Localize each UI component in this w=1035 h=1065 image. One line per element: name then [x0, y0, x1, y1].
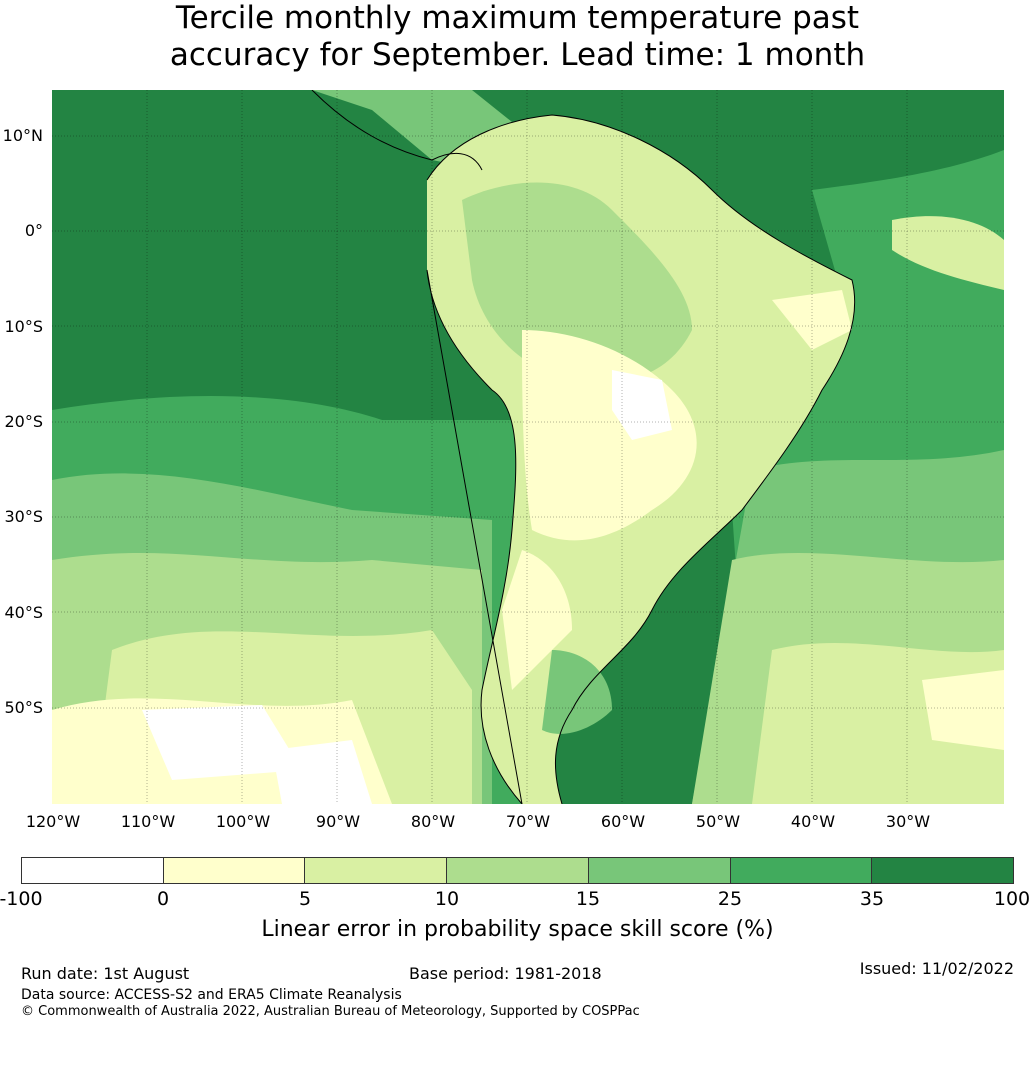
lon-label-110w: 110°W [120, 812, 176, 831]
lat-label-20s: 20°S [4, 412, 43, 431]
colorbar [21, 857, 1014, 884]
south-pacific-low-skill-patch-2 [272, 740, 372, 804]
lat-label-10s: 10°S [4, 317, 43, 336]
lat-label-40s: 40°S [4, 603, 43, 622]
lon-label-90w: 90°W [315, 812, 361, 831]
title-line-1: Tercile monthly maximum temperature past [175, 0, 860, 36]
lon-label-50w: 50°W [695, 812, 741, 831]
colorbar-segment [872, 858, 1014, 883]
lon-label-80w: 80°W [410, 812, 456, 831]
graticule [52, 90, 1004, 804]
equatorial-atlantic-patch [892, 216, 1004, 290]
colorbar-tick: 35 [859, 888, 885, 910]
skill-score-map [52, 90, 1004, 804]
south-atlantic-band-5 [922, 670, 1004, 750]
argentina-low-skill [502, 550, 572, 690]
colorbar-tick: 5 [298, 888, 312, 910]
brazil-lowest-skill-patch [612, 370, 672, 440]
issued-date: Issued: 11/02/2022 [859, 959, 1014, 978]
lon-label-30w: 30°W [885, 812, 931, 831]
base-period: Base period: 1981-2018 [409, 964, 602, 983]
amazon-band-15 [462, 182, 692, 383]
colorbar-tick: 100 [993, 888, 1031, 910]
central-america-coastline [311, 90, 483, 171]
coastline [426, 114, 856, 804]
colorbar-segment [730, 858, 873, 883]
colorbar-tick: 10 [434, 888, 460, 910]
colorbar-tick: 15 [575, 888, 601, 910]
colorbar-tick: -100 [0, 888, 43, 910]
chart-title: Tercile monthly maximum temperature past… [0, 0, 1035, 74]
data-source: Data source: ACCESS-S2 and ERA5 Climate … [21, 987, 402, 1003]
lat-label-50s: 50°S [4, 698, 43, 717]
colorbar-segment [163, 858, 306, 883]
patagonia-band-25 [542, 650, 612, 734]
lat-label-0: 0° [24, 221, 43, 240]
colorbar-tick: 0 [156, 888, 170, 910]
colorbar-segment [22, 858, 164, 883]
lon-label-120w: 120°W [25, 812, 81, 831]
lon-label-100w: 100°W [215, 812, 271, 831]
lat-label-10n: 10°N [2, 126, 43, 145]
colorbar-segment [305, 858, 448, 883]
copyright-notice: © Commonwealth of Australia 2022, Austra… [21, 1004, 640, 1019]
lon-label-40w: 40°W [790, 812, 836, 831]
title-line-2: accuracy for September. Lead time: 1 mon… [169, 37, 866, 73]
lon-label-70w: 70°W [505, 812, 551, 831]
map-canvas [52, 90, 1004, 804]
lat-label-30s: 30°S [4, 507, 43, 526]
south-pacific-low-skill-patch [142, 705, 302, 780]
run-date: Run date: 1st August [21, 964, 190, 983]
colorbar-segment [588, 858, 731, 883]
colorbar-label: Linear error in probability space skill … [261, 917, 774, 942]
colorbar-tick: 25 [717, 888, 743, 910]
east-brazil-patch [772, 290, 852, 350]
colorbar-segment [447, 858, 589, 883]
lon-label-60w: 60°W [600, 812, 646, 831]
